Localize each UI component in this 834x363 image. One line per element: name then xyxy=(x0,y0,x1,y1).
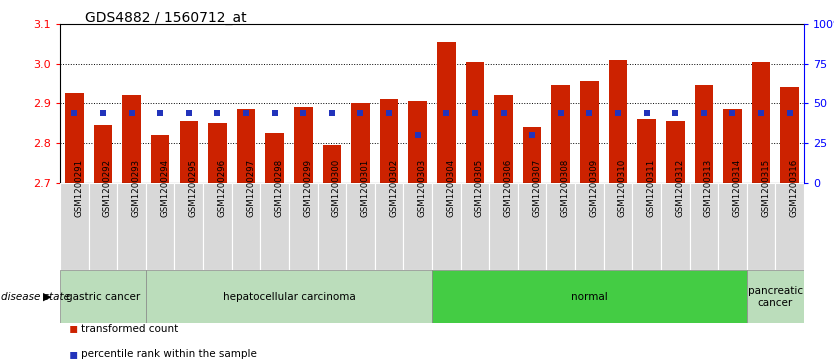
Bar xyxy=(60,270,146,323)
Bar xyxy=(551,86,570,183)
Bar xyxy=(632,183,661,270)
Bar xyxy=(518,183,546,270)
Text: GSM1200298: GSM1200298 xyxy=(274,159,284,217)
Bar xyxy=(208,123,227,183)
Text: GSM1200296: GSM1200296 xyxy=(218,159,226,217)
Text: GSM1200314: GSM1200314 xyxy=(732,159,741,217)
Bar xyxy=(346,183,374,270)
Bar xyxy=(203,183,232,270)
Bar xyxy=(781,87,799,183)
Text: GSM1200306: GSM1200306 xyxy=(504,159,513,217)
Text: percentile rank within the sample: percentile rank within the sample xyxy=(81,349,257,359)
Bar xyxy=(323,146,341,183)
Text: GDS4882 / 1560712_at: GDS4882 / 1560712_at xyxy=(85,11,247,25)
Text: GSM1200302: GSM1200302 xyxy=(389,159,398,217)
Bar xyxy=(718,183,746,270)
Bar xyxy=(232,183,260,270)
Text: hepatocellular carcinoma: hepatocellular carcinoma xyxy=(223,292,355,302)
Text: ▪: ▪ xyxy=(68,322,78,335)
Text: GSM1200300: GSM1200300 xyxy=(332,159,341,217)
Bar xyxy=(118,183,146,270)
Bar xyxy=(146,183,174,270)
Bar xyxy=(318,183,346,270)
Bar xyxy=(746,183,776,270)
Bar xyxy=(409,102,427,183)
Bar xyxy=(437,41,455,183)
Bar xyxy=(776,183,804,270)
Text: GSM1200312: GSM1200312 xyxy=(676,159,684,217)
Bar xyxy=(695,86,713,183)
Bar xyxy=(265,134,284,183)
Text: GSM1200316: GSM1200316 xyxy=(790,159,799,217)
Bar xyxy=(575,183,604,270)
Bar xyxy=(237,110,255,183)
Bar xyxy=(690,183,718,270)
Text: GSM1200315: GSM1200315 xyxy=(761,159,770,217)
Text: GSM1200291: GSM1200291 xyxy=(74,159,83,217)
Bar xyxy=(523,127,541,183)
Bar xyxy=(374,183,404,270)
Text: GSM1200294: GSM1200294 xyxy=(160,159,169,217)
Text: GSM1200297: GSM1200297 xyxy=(246,159,255,217)
Bar xyxy=(465,62,485,183)
Text: GSM1200299: GSM1200299 xyxy=(304,159,312,217)
Text: pancreatic
cancer: pancreatic cancer xyxy=(748,286,803,307)
Bar xyxy=(604,183,632,270)
Bar xyxy=(404,183,432,270)
Bar xyxy=(580,82,599,183)
Bar xyxy=(495,95,513,183)
Text: GSM1200304: GSM1200304 xyxy=(446,159,455,217)
Text: gastric cancer: gastric cancer xyxy=(66,292,140,302)
Bar xyxy=(432,183,460,270)
Bar xyxy=(260,183,289,270)
Text: normal: normal xyxy=(571,292,608,302)
Bar xyxy=(65,94,83,183)
Bar xyxy=(93,126,113,183)
Text: GSM1200295: GSM1200295 xyxy=(188,159,198,217)
Text: ▪: ▪ xyxy=(68,347,78,361)
Text: GSM1200310: GSM1200310 xyxy=(618,159,627,217)
Text: GSM1200292: GSM1200292 xyxy=(103,159,112,217)
Bar xyxy=(746,270,804,323)
Bar xyxy=(666,122,685,183)
Text: GSM1200311: GSM1200311 xyxy=(646,159,656,217)
Bar xyxy=(174,183,203,270)
Text: GSM1200293: GSM1200293 xyxy=(132,159,141,217)
Bar xyxy=(294,107,313,183)
Text: GSM1200313: GSM1200313 xyxy=(704,159,713,217)
Bar xyxy=(88,183,118,270)
Text: disease state: disease state xyxy=(1,292,70,302)
Bar xyxy=(723,110,741,183)
Bar xyxy=(379,99,399,183)
Bar xyxy=(751,62,771,183)
Bar xyxy=(609,60,627,183)
Bar xyxy=(179,122,198,183)
Bar xyxy=(546,183,575,270)
Bar xyxy=(60,183,88,270)
Text: GSM1200303: GSM1200303 xyxy=(418,159,427,217)
Text: GSM1200308: GSM1200308 xyxy=(560,159,570,217)
Bar xyxy=(637,119,656,183)
Bar xyxy=(661,183,690,270)
Bar xyxy=(490,183,518,270)
Bar xyxy=(146,270,432,323)
Text: ▶: ▶ xyxy=(43,292,52,302)
Text: GSM1200309: GSM1200309 xyxy=(590,159,598,217)
Bar xyxy=(289,183,318,270)
Text: GSM1200307: GSM1200307 xyxy=(532,159,541,217)
Bar xyxy=(432,270,746,323)
Text: GSM1200305: GSM1200305 xyxy=(475,159,484,217)
Bar xyxy=(460,183,490,270)
Text: GSM1200301: GSM1200301 xyxy=(360,159,369,217)
Bar xyxy=(151,135,169,183)
Bar xyxy=(123,95,141,183)
Bar xyxy=(351,103,369,183)
Text: transformed count: transformed count xyxy=(81,323,178,334)
